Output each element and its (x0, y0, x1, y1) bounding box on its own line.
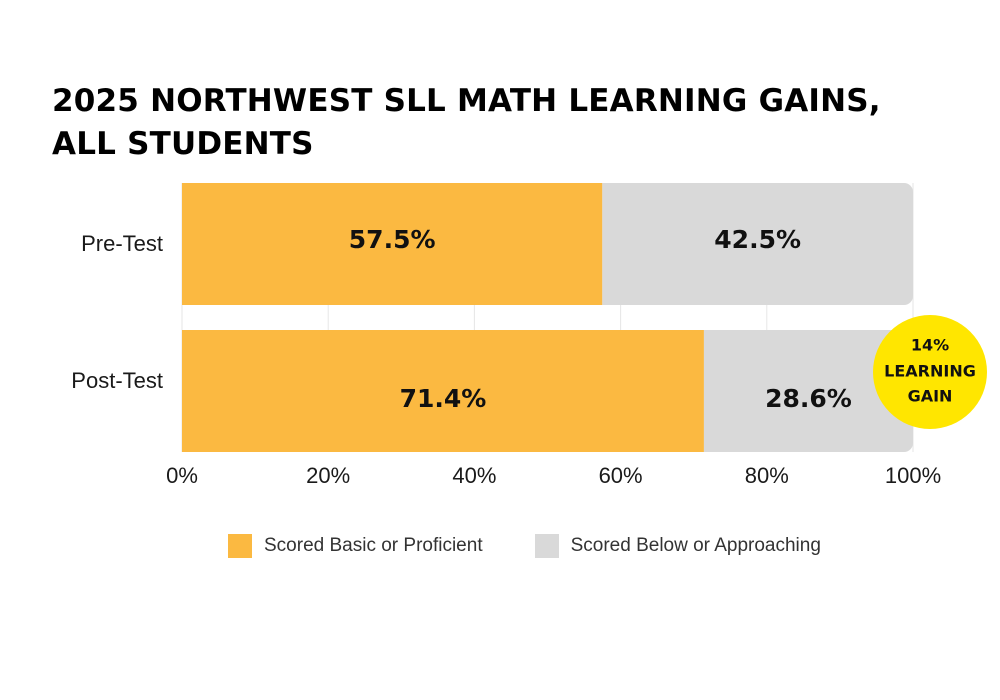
callout-text: LEARNING (884, 362, 976, 381)
callout-text: 14% (911, 336, 949, 355)
data-label: 71.4% (400, 384, 487, 413)
legend-label-below-approaching: Scored Below or Approaching (570, 535, 821, 556)
x-tick-label: 60% (599, 463, 643, 488)
legend: Scored Basic or Proficient Scored Below … (228, 534, 873, 558)
x-tick-label: 40% (452, 463, 496, 488)
bar-basic-proficient-pre-test (182, 183, 603, 305)
x-tick-label: 100% (885, 463, 941, 488)
bar-below-approaching-pre-test (602, 183, 913, 305)
data-label: 42.5% (714, 225, 801, 254)
legend-item-below-approaching: Scored Below or Approaching (534, 534, 821, 558)
x-tick-label: 0% (166, 463, 198, 488)
bar-row-pre-test (182, 183, 913, 305)
callout-badge (873, 315, 987, 429)
legend-item-basic-proficient: Scored Basic or Proficient (228, 534, 483, 558)
data-label: 28.6% (765, 384, 852, 413)
data-label: 57.5% (349, 225, 436, 254)
legend-swatch-below-approaching (534, 534, 559, 558)
legend-label-basic-proficient: Scored Basic or Proficient (264, 535, 483, 556)
learning-gain-callout: 14% LEARNING GAIN (873, 315, 987, 429)
category-label-post-test: Post-Test (71, 368, 163, 393)
legend-swatch-basic-proficient (228, 534, 252, 558)
bars: 57.5% 42.5% 71.4% 28.6% (182, 183, 913, 452)
bar-basic-proficient-post-test (182, 330, 704, 452)
x-axis-tick-labels: 0% 20% 40% 60% 80% 100% (166, 463, 941, 488)
category-labels: Pre-Test Post-Test (71, 231, 163, 393)
x-tick-label: 80% (745, 463, 789, 488)
callout-text: GAIN (908, 387, 953, 406)
chart-title: 2025 NORTHWEST SLL MATH LEARNING GAINS, … (52, 83, 881, 162)
x-tick-label: 20% (306, 463, 350, 488)
category-label-pre-test: Pre-Test (81, 231, 163, 256)
